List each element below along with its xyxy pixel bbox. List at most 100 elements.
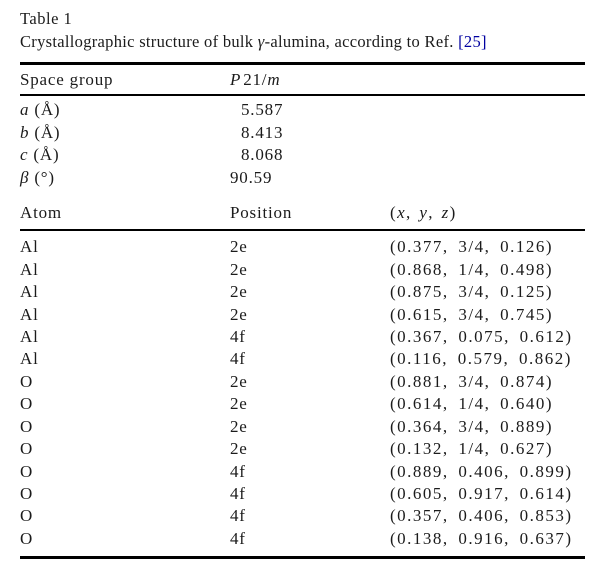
position-cell: 2e bbox=[230, 394, 248, 414]
xyz-cell: (0.889, 0.406, 0.899) bbox=[390, 461, 573, 481]
atom-row: O 2e (0.364, 3/4, 0.889) bbox=[20, 416, 585, 438]
atom-row: O 2e (0.132, 1/4, 0.627) bbox=[20, 438, 585, 460]
atom-cell: Al bbox=[20, 327, 39, 347]
xyz-cell: (0.605, 0.917, 0.614) bbox=[390, 483, 573, 503]
atom-cell: Al bbox=[20, 237, 39, 257]
xyz-cell: (0.367, 0.075, 0.612) bbox=[390, 327, 573, 347]
param-label: c (Å) bbox=[20, 144, 230, 166]
table-caption: Crystallographic structure of bulk γ-alu… bbox=[20, 30, 585, 54]
xyz-sep: , bbox=[406, 203, 420, 223]
atom-row: O 2e (0.614, 1/4, 0.640) bbox=[20, 393, 585, 415]
xyz-cell: (0.615, 3/4, 0.745) bbox=[390, 304, 554, 324]
xyz-cell: (0.377, 3/4, 0.126) bbox=[390, 237, 554, 257]
param-unit: (Å) bbox=[29, 122, 61, 142]
atom-cell: O bbox=[20, 394, 34, 414]
lattice-param-row: c (Å) 8.068 bbox=[20, 144, 585, 166]
caption-text-2: -alumina, according to Ref. bbox=[264, 32, 459, 51]
atom-row: O 4f (0.138, 0.916, 0.637) bbox=[20, 528, 585, 550]
atom-cell: O bbox=[20, 371, 34, 391]
position-cell: 4f bbox=[230, 461, 246, 481]
bottom-rule bbox=[20, 556, 585, 560]
param-value: 90.59 bbox=[230, 167, 273, 187]
atoms-header-row: Atom Position (x, y, z) bbox=[20, 202, 585, 229]
atom-cell: O bbox=[20, 506, 34, 526]
atom-row: Al 4f (0.116, 0.579, 0.862) bbox=[20, 348, 585, 370]
atom-cell: Al bbox=[20, 349, 39, 369]
xyz-cell: (0.868, 1/4, 0.498) bbox=[390, 259, 554, 279]
xyz-z: z bbox=[441, 203, 450, 223]
position-cell: 2e bbox=[230, 371, 248, 391]
atom-row: O 4f (0.889, 0.406, 0.899) bbox=[20, 461, 585, 483]
space-group-m: m bbox=[267, 70, 281, 89]
position-cell: 4f bbox=[230, 349, 246, 369]
position-cell: 4f bbox=[230, 327, 246, 347]
position-column-header: Position bbox=[230, 203, 293, 223]
param-unit: (Å) bbox=[28, 145, 60, 165]
xyz-open-paren: ( bbox=[390, 203, 398, 223]
param-value: 5.587 bbox=[241, 100, 284, 120]
param-label: b (Å) bbox=[20, 122, 230, 144]
lattice-param-row: a (Å) 5.587 bbox=[20, 99, 585, 121]
atom-row: Al 2e (0.868, 1/4, 0.498) bbox=[20, 259, 585, 281]
param-label: a (Å) bbox=[20, 99, 230, 121]
atom-cell: O bbox=[20, 483, 34, 503]
param-label: β (°) bbox=[20, 167, 230, 189]
lattice-param-row: b (Å) 8.413 bbox=[20, 122, 585, 144]
gamma-symbol: γ bbox=[257, 32, 265, 51]
param-symbol: β bbox=[20, 167, 30, 187]
position-cell: 2e bbox=[230, 416, 248, 436]
space-group-rule bbox=[20, 94, 585, 97]
xyz-cell: (0.875, 3/4, 0.125) bbox=[390, 282, 554, 302]
table-label: Table 1 bbox=[20, 9, 73, 28]
param-symbol: a bbox=[20, 100, 30, 120]
caption-text-1: Crystallographic structure of bulk bbox=[20, 32, 258, 51]
ref-25-citation-link[interactable]: [25] bbox=[458, 32, 487, 51]
xyz-column-header: (x, y, z) bbox=[390, 202, 585, 224]
space-group-label: Space group bbox=[20, 70, 114, 89]
param-unit: (Å) bbox=[29, 100, 61, 120]
space-group-p: P bbox=[230, 70, 242, 89]
atom-cell: O bbox=[20, 461, 34, 481]
atom-row: O 4f (0.357, 0.406, 0.853) bbox=[20, 505, 585, 527]
xyz-cell: (0.132, 1/4, 0.627) bbox=[390, 439, 554, 459]
atom-row: Al 4f (0.367, 0.075, 0.612) bbox=[20, 326, 585, 348]
atom-row: Al 2e (0.615, 3/4, 0.745) bbox=[20, 304, 585, 326]
position-cell: 4f bbox=[230, 528, 246, 548]
atom-row: Al 2e (0.875, 3/4, 0.125) bbox=[20, 281, 585, 303]
xyz-sep: , bbox=[428, 203, 442, 223]
position-cell: 2e bbox=[230, 304, 248, 324]
param-symbol: b bbox=[20, 122, 30, 142]
atom-column-header: Atom bbox=[20, 203, 62, 223]
xyz-cell: (0.116, 0.579, 0.862) bbox=[390, 349, 572, 369]
atoms-header-rule bbox=[20, 229, 585, 232]
xyz-cell: (0.138, 0.916, 0.637) bbox=[390, 528, 573, 548]
space-group-value: P 21/m bbox=[230, 69, 390, 91]
lattice-param-row: β (°) 90.59 bbox=[20, 167, 585, 189]
position-cell: 4f bbox=[230, 506, 246, 526]
xyz-cell: (0.881, 3/4, 0.874) bbox=[390, 371, 554, 391]
top-rule bbox=[20, 62, 585, 65]
atom-row: Al 2e (0.377, 3/4, 0.126) bbox=[20, 236, 585, 258]
atom-row: O 2e (0.881, 3/4, 0.874) bbox=[20, 371, 585, 393]
atoms-table-body: Al 2e (0.377, 3/4, 0.126) Al 2e (0.868, … bbox=[20, 231, 585, 556]
position-cell: 2e bbox=[230, 439, 248, 459]
xyz-cell: (0.357, 0.406, 0.853) bbox=[390, 506, 573, 526]
lattice-parameters: a (Å) 5.587 b (Å) 8.413 c (Å) 8.068 β (°… bbox=[20, 96, 585, 189]
atom-cell: O bbox=[20, 528, 34, 548]
atom-cell: Al bbox=[20, 304, 39, 324]
param-unit: (°) bbox=[29, 167, 55, 187]
space-group-row: Space group P 21/m bbox=[20, 65, 585, 94]
param-value: 8.413 bbox=[241, 122, 284, 142]
position-cell: 2e bbox=[230, 282, 248, 302]
atom-cell: O bbox=[20, 416, 34, 436]
atom-cell: Al bbox=[20, 259, 39, 279]
space-group-21: 21/ bbox=[243, 70, 268, 89]
atom-cell: O bbox=[20, 439, 34, 459]
xyz-cell: (0.364, 3/4, 0.889) bbox=[390, 416, 554, 436]
xyz-x: x bbox=[397, 203, 407, 223]
position-cell: 2e bbox=[230, 237, 248, 257]
xyz-y: y bbox=[419, 203, 429, 223]
xyz-close-paren: ) bbox=[449, 203, 457, 223]
position-cell: 4f bbox=[230, 483, 246, 503]
